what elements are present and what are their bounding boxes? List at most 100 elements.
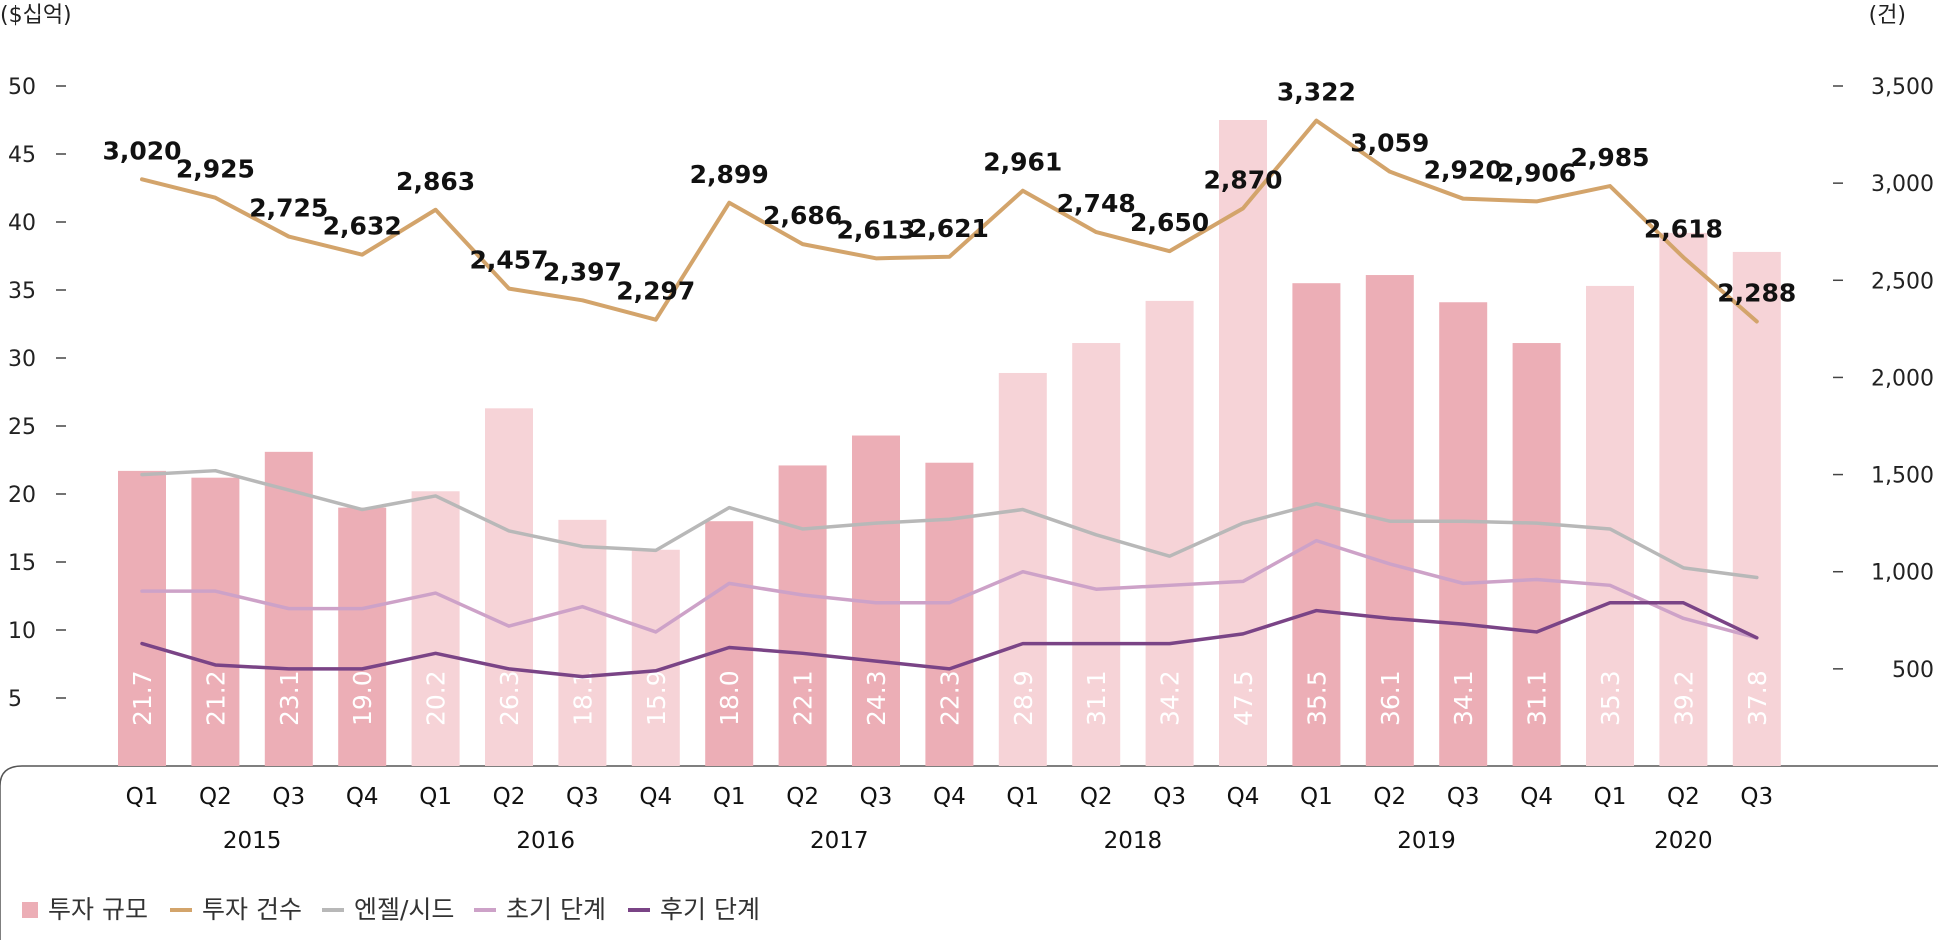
x-quarter-label: Q3 — [272, 784, 305, 810]
x-quarter-label: Q4 — [1520, 784, 1553, 810]
legend-label: 엔젤/시드 — [354, 895, 454, 924]
count-value-label: 2,906 — [1497, 158, 1576, 187]
bar-value-label: 35.3 — [1596, 670, 1625, 726]
x-year-label: 2020 — [1654, 828, 1713, 854]
bar-value-label: 37.8 — [1743, 670, 1772, 726]
x-quarter-label: Q1 — [1006, 784, 1039, 810]
bar-investment-size — [558, 519, 607, 766]
bar-value-label: 18.0 — [715, 670, 744, 726]
left-tick-label: 25 — [8, 415, 36, 440]
bar-value-label: 31.1 — [1082, 670, 1111, 726]
legend-label: 투자 규모 — [48, 895, 148, 924]
legend-label: 초기 단계 — [506, 895, 606, 924]
bar-value-label: 23.1 — [275, 670, 304, 726]
count-value-label: 2,618 — [1644, 214, 1723, 243]
left-tick-label: 50 — [8, 75, 36, 100]
bar-investment-size — [705, 521, 754, 766]
count-value-label: 2,961 — [983, 148, 1062, 177]
count-value-label: 2,870 — [1203, 165, 1282, 194]
legend-label: 후기 단계 — [660, 895, 760, 924]
bar-value-label: 34.2 — [1156, 670, 1185, 726]
left-tick-label: 40 — [8, 211, 36, 236]
x-quarter-label: Q2 — [1373, 784, 1406, 810]
count-value-label: 2,686 — [763, 201, 842, 230]
angel-seed-line — [140, 468, 1759, 580]
bar-investment-size — [1659, 232, 1708, 766]
legend: 투자 규모 투자 건수 엔젤/시드 초기 단계 후기 단계 — [22, 895, 760, 924]
right-tick-label: 3,000 — [1871, 172, 1934, 197]
right-axis: 500 1,000 1,500 2,000 2,500 3,000 3,500 — [1833, 75, 1934, 683]
count-value-label: 2,621 — [910, 214, 989, 243]
right-tick-label: 1,500 — [1871, 464, 1934, 489]
left-tick-label: 5 — [8, 687, 22, 712]
bar-value-label: 26.3 — [495, 670, 524, 726]
bar-investment-size — [998, 372, 1047, 766]
bar-value-label: 19.0 — [348, 670, 377, 726]
x-quarter-label: Q2 — [493, 784, 526, 810]
count-value-label: 2,650 — [1130, 208, 1209, 237]
x-quarter-label: Q3 — [860, 784, 893, 810]
right-tick-label: 2,000 — [1871, 366, 1934, 391]
count-value-label: 2,985 — [1570, 143, 1649, 172]
x-quarter-label: Q4 — [933, 784, 966, 810]
bar-value-label: 24.3 — [862, 670, 891, 726]
bar-value-label: 20.2 — [422, 670, 451, 726]
lines-layer — [140, 118, 1759, 679]
x-quarter-label: Q1 — [419, 784, 452, 810]
bar-investment-size — [925, 462, 974, 766]
bar-investment-size — [1512, 343, 1561, 766]
left-tick-label: 10 — [8, 619, 36, 644]
bar-value-label: 36.1 — [1376, 670, 1405, 726]
bar-investment-size — [1732, 251, 1781, 767]
bar-investment-size — [1219, 120, 1267, 766]
bar-value-label: 15.9 — [642, 670, 671, 726]
legend-investment-count: 투자 건수 — [170, 895, 302, 924]
x-year-label: 2016 — [516, 828, 575, 854]
count-value-label: 2,725 — [249, 194, 328, 223]
right-tick-label: 2,500 — [1871, 269, 1934, 294]
bar-investment-size — [1292, 283, 1341, 766]
legend-angel-seed: 엔젤/시드 — [322, 895, 454, 924]
x-quarter-label: Q3 — [1153, 784, 1186, 810]
right-tick-label: 1,000 — [1871, 561, 1934, 586]
x-quarter-label: Q1 — [1594, 784, 1627, 810]
legend-early-stage: 초기 단계 — [474, 895, 606, 924]
right-tick-label: 3,500 — [1871, 75, 1934, 100]
x-axis: Q1 Q2 Q3 Q4 Q1 Q2 Q3 Q4 Q1 Q2 Q3 Q4 Q1 Q2 Q3 Q4 Q1 Q2 Q3 Q4… — [126, 784, 1774, 854]
count-value-label: 2,863 — [396, 167, 475, 196]
left-tick-label: 45 — [8, 143, 36, 168]
count-value-label: 2,925 — [176, 155, 255, 184]
right-axis-unit: (건) — [1869, 3, 1906, 28]
bar-value-label: 21.2 — [201, 670, 230, 726]
x-quarter-label: Q1 — [126, 784, 159, 810]
legend-late-stage: 후기 단계 — [628, 895, 760, 924]
left-tick-label: 15 — [8, 551, 36, 576]
bar-investment-size — [191, 477, 240, 766]
count-value-label: 3,322 — [1277, 78, 1356, 107]
bar-value-label: 22.3 — [935, 670, 964, 726]
x-quarter-label: Q3 — [566, 784, 599, 810]
x-quarter-label: Q3 — [1740, 784, 1773, 810]
count-value-label: 2,899 — [690, 160, 769, 189]
bar-investment-size — [1145, 300, 1194, 766]
count-value-label: 2,632 — [323, 212, 402, 241]
bar-value-label: 18.1 — [568, 670, 597, 726]
x-year-label: 2018 — [1104, 828, 1163, 854]
x-quarter-label: Q1 — [713, 784, 746, 810]
bar-investment-size — [778, 465, 827, 766]
bar-investment-size — [1439, 302, 1488, 766]
right-tick-label: 500 — [1892, 658, 1934, 683]
left-tick-label: 30 — [8, 347, 36, 372]
bar-investment-size — [631, 549, 680, 766]
bar-investment-size — [338, 507, 387, 766]
count-value-label: 3,059 — [1350, 129, 1429, 158]
x-quarter-label: Q2 — [1667, 784, 1700, 810]
bar-value-label: 34.1 — [1449, 670, 1478, 726]
x-year-label: 2019 — [1397, 828, 1456, 854]
early-stage-line — [140, 538, 1759, 640]
axis-frame-line — [0, 765, 1938, 940]
bar-value-label: 39.2 — [1669, 670, 1698, 726]
left-axis-unit: ($십억) — [0, 3, 72, 28]
